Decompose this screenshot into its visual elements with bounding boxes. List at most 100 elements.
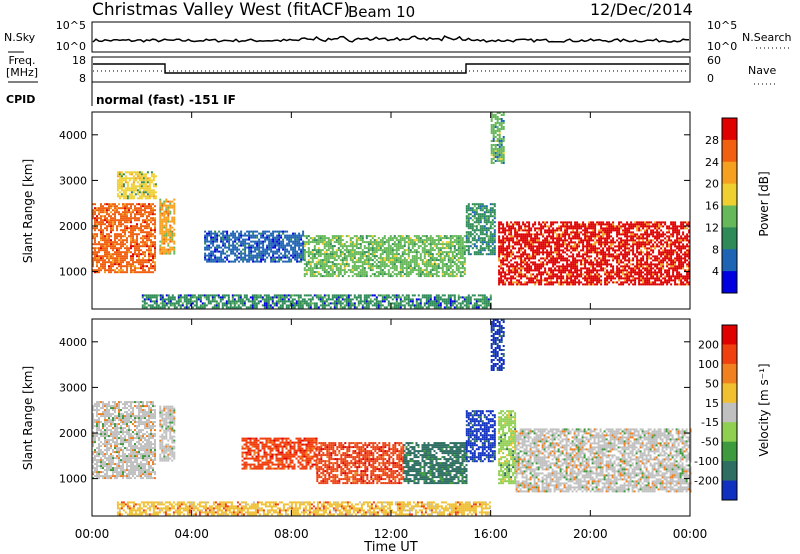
scatter-cell [136,243,138,246]
scatter-cell [210,250,213,253]
scatter-cell [556,255,559,258]
scatter-cell [138,175,141,178]
scatter-cell [210,238,213,241]
scatter-cell [556,273,559,276]
scatter-cell [122,215,124,218]
scatter-cell [401,253,404,256]
scatter-cell [309,253,312,256]
scatter-cell [524,273,527,276]
scatter-cell [323,257,326,260]
scatter-cell [124,179,127,182]
scatter-cell [104,235,106,238]
scatter-cell [616,269,619,272]
scatter-cell [620,241,623,244]
scatter-cell [596,263,599,266]
scatter-cell [616,271,619,274]
scatter-cell [329,245,332,248]
scatter-cell [120,261,122,264]
scatter-cell [570,277,573,280]
scatter-cell [399,239,402,242]
scatter-cell [526,271,529,274]
scatter-cell [100,239,102,242]
scatter-cell [395,261,398,264]
scatter-cell [540,261,543,264]
scatter-cell [106,217,108,220]
scatter-cell [347,263,350,266]
scatter-cell [546,221,549,224]
scatter-cell [451,271,454,274]
scatter-cell [204,248,207,251]
scatter-cell [323,271,326,274]
scatter-cell [546,245,549,248]
scatter-cell [161,230,164,233]
scatter-cell [582,277,585,280]
scatter-cell [142,237,144,240]
scatter-cell [124,181,127,184]
scatter-cell [578,239,581,242]
scatter-cell [222,260,225,263]
scatter-cell [303,263,306,266]
scatter-cell [461,265,464,268]
scatter-cell [100,243,102,246]
scatter-cell [154,243,156,246]
scatter-cell [532,223,535,226]
scatter-cell [618,245,621,248]
scatter-cell [325,263,328,266]
scatter-cell [303,249,306,252]
scatter-cell [173,246,176,249]
scatter-cell [562,283,565,286]
scatter-cell [413,259,416,262]
scatter-cell [604,243,607,246]
scatter-cell [624,241,627,244]
scatter-cell [451,273,454,276]
scatter-cell [389,251,392,254]
scatter-cell [459,239,462,242]
scatter-cell [630,235,633,238]
scatter-cell [540,265,543,268]
scatter-cell [142,181,145,184]
scatter-cell [437,251,440,254]
scatter-cell [363,247,366,250]
scatter-cell [401,269,404,272]
scatter-cell [236,242,239,245]
scatter-cell [502,243,505,246]
scatter-cell [626,271,629,274]
scatter-cell [612,221,615,224]
scatter-cell [447,267,450,270]
scatter-cell [556,253,559,256]
scatter-cell [148,235,150,238]
scatter-cell [492,136,495,138]
scatter-cell [614,245,617,248]
scatter-cell [407,261,410,264]
scatter-cell [206,238,209,241]
scatter-cell [614,251,617,254]
scatter-cell [288,252,291,255]
scatter-cell [518,221,521,224]
scatter-cell [437,255,440,258]
scatter-cell [574,259,577,262]
scatter-cell [104,255,106,258]
scatter-cell [492,150,495,152]
scatter-cell [465,211,468,214]
scatter-cell [413,269,416,272]
scatter-cell [220,232,223,235]
scatter-cell [165,248,168,251]
scatter-cell [532,243,535,246]
scatter-cell [449,251,452,254]
scatter-cell [610,231,613,234]
scatter-cell [148,231,150,234]
scatter-cell [114,237,116,240]
scatter-cell [544,241,547,244]
scatter-cell [136,241,138,244]
scatter-cell [116,193,119,196]
scatter-cell [461,257,464,260]
scatter-cell [632,233,635,236]
scatter-cell [435,235,438,238]
scatter-cell [508,271,511,274]
scatter-cell [592,271,595,274]
scatter-cell [128,265,130,268]
scatter-cell [152,207,154,210]
scatter-cell [173,240,176,243]
scatter-cell [373,253,376,256]
scatter-cell [479,207,482,210]
